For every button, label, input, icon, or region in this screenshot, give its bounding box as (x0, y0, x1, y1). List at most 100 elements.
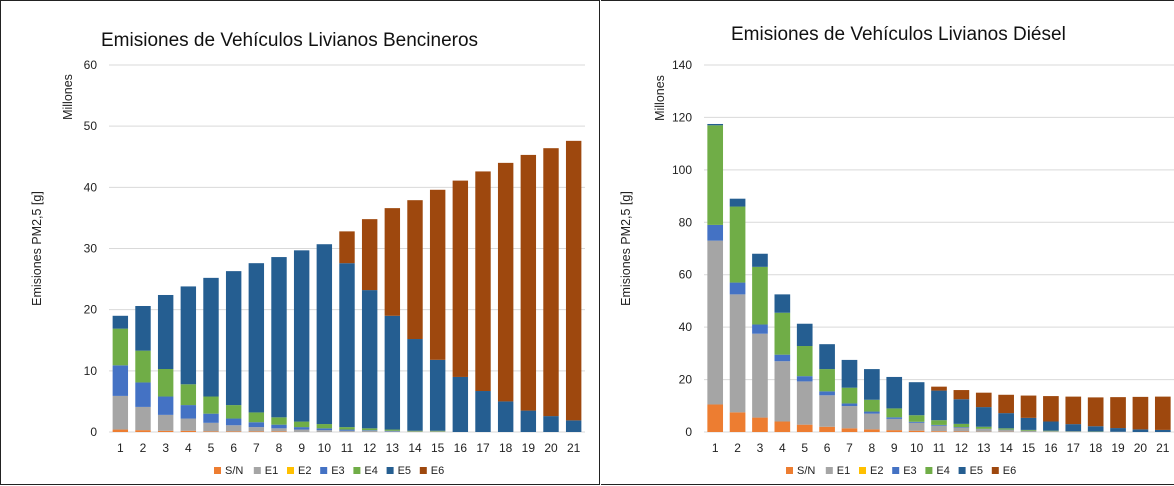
x-tick-label: 10 (910, 441, 924, 455)
x-tick-label: 3 (757, 441, 764, 455)
x-tick-label: 14 (999, 441, 1013, 455)
bar-segment-e6 (521, 155, 536, 411)
legend-label: E6 (431, 465, 444, 477)
bar-segment-e4 (226, 405, 241, 418)
bar-segment-sn (249, 431, 264, 432)
bar-segment-e6 (385, 208, 400, 316)
bar-segment-sn (886, 430, 902, 432)
bar-segment-e1 (707, 241, 723, 405)
x-tick-label: 3 (162, 441, 169, 455)
bar-segment-e4 (407, 431, 422, 432)
y-tick-label: 0 (90, 425, 97, 439)
bar-segment-e3 (842, 403, 858, 406)
bar-segment-e1 (909, 423, 925, 431)
bar-segment-sn (707, 404, 723, 432)
legend-label: E1 (265, 465, 278, 477)
x-tick-label: 13 (977, 441, 991, 455)
bar-segment-e4 (158, 369, 173, 397)
bar-segment-sn (135, 430, 150, 432)
y-tick-label: 60 (679, 268, 693, 282)
bar-segment-sn (864, 429, 880, 432)
bar-segment-e1 (317, 430, 332, 432)
bar-segment-e6 (1088, 397, 1104, 426)
bar-segment-e3 (226, 419, 241, 426)
bar-segment-e4 (976, 427, 992, 429)
bar-segment-e4 (775, 313, 791, 355)
bar-segment-e1 (385, 431, 400, 432)
x-tick-label: 20 (544, 441, 558, 455)
bar-segment-e4 (339, 427, 354, 429)
bar-segment-e4 (294, 422, 309, 428)
x-tick-label: 1 (712, 441, 719, 455)
legend-swatch (320, 467, 327, 474)
bar-segment-e1 (249, 427, 264, 431)
legend-label: E3 (331, 465, 344, 477)
bar-segment-e6 (430, 190, 445, 360)
bar-segment-e3 (113, 365, 128, 396)
bar-segment-e4 (707, 125, 723, 225)
bar-segment-e5 (1155, 430, 1171, 432)
bar-segment-e1 (819, 395, 835, 426)
bar-segment-e6 (1065, 397, 1081, 425)
legend-label: E2 (298, 465, 311, 477)
bar-segment-e3 (181, 405, 196, 418)
bar-segment-e4 (909, 415, 925, 422)
bar-segment-e3 (203, 414, 218, 423)
bar-segment-e1 (752, 334, 768, 418)
bar-segment-e3 (271, 425, 286, 429)
legend-label: E4 (936, 465, 949, 477)
x-tick-label: 21 (1156, 441, 1170, 455)
bar-segment-e3 (797, 376, 813, 381)
bar-segment-e3 (362, 430, 377, 431)
legend-label: E3 (903, 465, 916, 477)
x-tick-label: 8 (869, 441, 876, 455)
bar-segment-e4 (1043, 431, 1059, 432)
x-tick-label: 19 (522, 441, 536, 455)
bar-segment-e5 (730, 199, 746, 207)
legend-label: S/N (225, 465, 243, 477)
bar-segment-e5 (135, 306, 150, 351)
bar-segment-e5 (1133, 429, 1149, 432)
bar-segment-e5 (752, 254, 768, 267)
bar-segment-sn (954, 431, 970, 432)
bar-segment-e1 (1043, 431, 1059, 432)
bar-segment-e5 (976, 407, 992, 427)
x-tick-label: 15 (431, 441, 445, 455)
bar-segment-sn (158, 431, 173, 432)
x-tick-label: 15 (1022, 441, 1036, 455)
bar-segment-e6 (976, 393, 992, 407)
bar-segment-e3 (886, 417, 902, 419)
chart-title: Emisiones de Vehículos Livianos Diésel (731, 24, 1066, 45)
x-tick-label: 21 (567, 441, 581, 455)
bar-segment-e6 (475, 171, 490, 391)
bar-segment-e6 (362, 219, 377, 290)
bar-segment-e4 (886, 408, 902, 417)
bar-segment-sn (730, 412, 746, 432)
bar-segment-e3 (385, 431, 400, 432)
bar-segment-e1 (226, 425, 241, 431)
bar-segment-e5 (475, 391, 490, 432)
bar-segment-e6 (1155, 397, 1171, 430)
bar-segment-e5 (203, 278, 218, 397)
bar-segment-e5 (1088, 426, 1104, 431)
bar-segment-e4 (385, 430, 400, 431)
bar-segment-e3 (819, 391, 835, 395)
bar-segment-e5 (1043, 422, 1059, 431)
legend-label: E1 (837, 465, 850, 477)
x-tick-label: 11 (933, 441, 946, 455)
chart-title: Emisiones de Vehículos Livianos Benciner… (101, 30, 478, 51)
legend-label: E5 (398, 465, 411, 477)
bar-segment-e1 (158, 415, 173, 431)
bar-segment-e5 (864, 369, 880, 400)
x-tick-label: 13 (386, 441, 400, 455)
bar-segment-sn (775, 422, 791, 432)
bar-segment-e5 (498, 401, 513, 432)
legend-swatch (826, 467, 833, 474)
bar-segment-e5 (819, 344, 835, 369)
bar-segment-e5 (998, 413, 1014, 428)
y-axis-label: Emisiones PM2,5 [g] (30, 191, 44, 306)
bar-segment-e4 (317, 424, 332, 428)
bar-segment-e5 (775, 294, 791, 312)
